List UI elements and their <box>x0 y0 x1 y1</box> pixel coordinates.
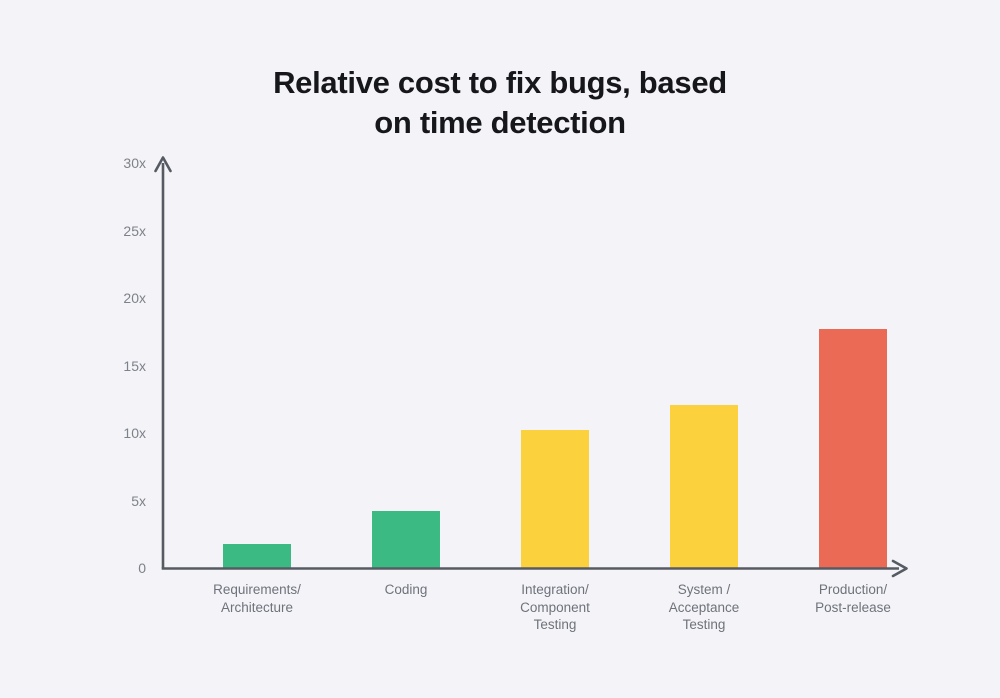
bar-4 <box>670 405 738 568</box>
y-tick-label-25x: 25x <box>123 222 146 239</box>
bar-2 <box>372 511 440 568</box>
y-tick-label-10x: 10x <box>123 425 146 441</box>
y-tick-label-30x: 30x <box>123 155 146 171</box>
y-tick-label-5x: 5x <box>131 492 146 509</box>
category-label-3: Integration/ Component Testing <box>520 582 590 632</box>
category-label-1: Requirements/ Architecture <box>213 582 301 615</box>
bar-1 <box>223 544 291 568</box>
y-tick-label-15x: 15x <box>123 357 146 374</box>
category-label-4: System / Acceptance Testing <box>668 582 740 632</box>
bar-5 <box>819 329 887 568</box>
y-tick-label-20x: 20x <box>123 290 146 306</box>
chart-title: Relative cost to fix bugs, based on time… <box>0 63 1000 143</box>
category-label-5: Production/ Post-release <box>815 582 891 615</box>
chart-title-line-1: Relative cost to fix bugs, based <box>273 65 727 100</box>
chart-title-line-2: on time detection <box>374 105 626 140</box>
category-label-2: Coding <box>384 582 428 597</box>
y-tick-label-0: 0 <box>138 560 146 576</box>
bar-3 <box>521 430 589 568</box>
